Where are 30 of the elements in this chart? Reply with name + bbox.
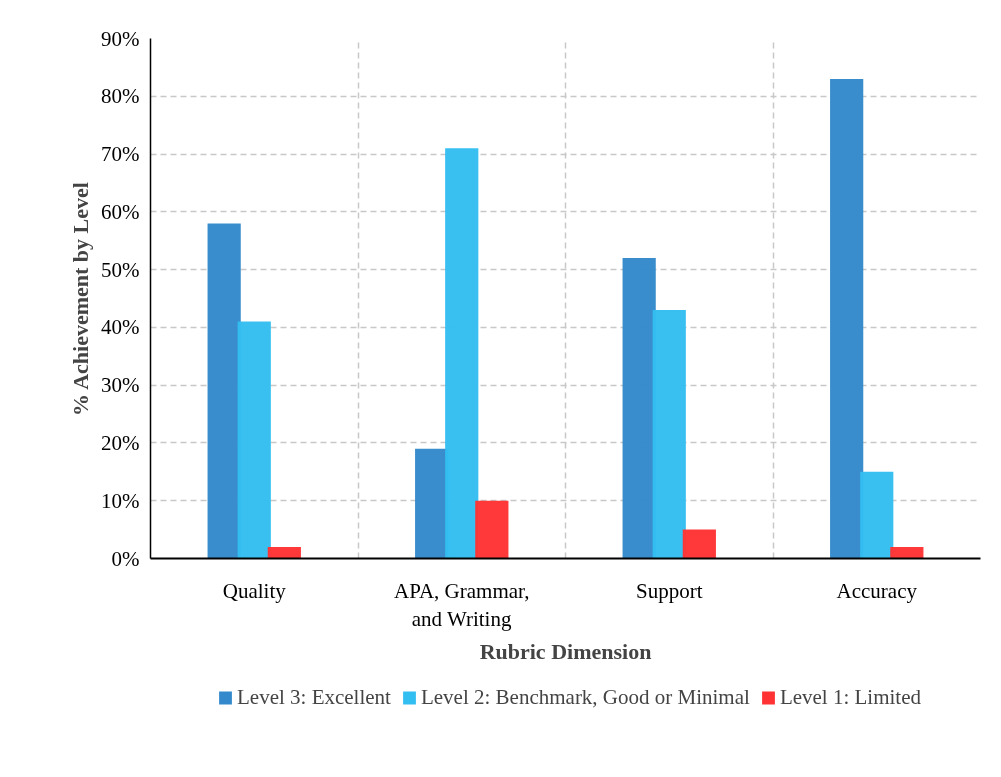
y-tick-label: 80%	[101, 84, 140, 109]
y-tick-label: 60%	[101, 199, 140, 224]
x-axis-title: Rubric Dimension	[479, 639, 652, 665]
legend-label: Level 2: Benchmark, Good or Minimal	[420, 684, 750, 710]
x-tick-label: Accuracy	[836, 578, 918, 603]
bar	[207, 223, 241, 559]
legend-label: Level 3: Excellent	[237, 684, 391, 710]
y-tick-label: 0%	[111, 546, 140, 571]
bar	[445, 148, 479, 559]
x-tick-label: Support	[636, 578, 703, 603]
bar	[237, 321, 271, 559]
y-tick-label: 20%	[101, 430, 140, 455]
y-tick-label: 30%	[101, 373, 140, 398]
y-tick-label: 70%	[101, 142, 140, 167]
y-tick-label: 90%	[101, 26, 140, 51]
bar	[652, 310, 686, 559]
bar	[267, 546, 301, 559]
y-tick-label: 40%	[101, 315, 140, 340]
bar	[890, 546, 924, 559]
bar	[622, 258, 656, 559]
bar	[860, 471, 894, 559]
x-tick-label: APA, Grammar, and Writing	[394, 578, 530, 632]
bar	[475, 500, 509, 559]
bar	[682, 529, 716, 559]
x-tick-label: Quality	[222, 578, 287, 603]
bar	[830, 78, 864, 559]
y-tick-label: 10%	[101, 488, 140, 513]
y-axis-title: % Achievement by Level	[68, 182, 94, 417]
y-tick-label: 50%	[101, 257, 140, 282]
legend-label: Level 1: Limited	[779, 684, 921, 710]
